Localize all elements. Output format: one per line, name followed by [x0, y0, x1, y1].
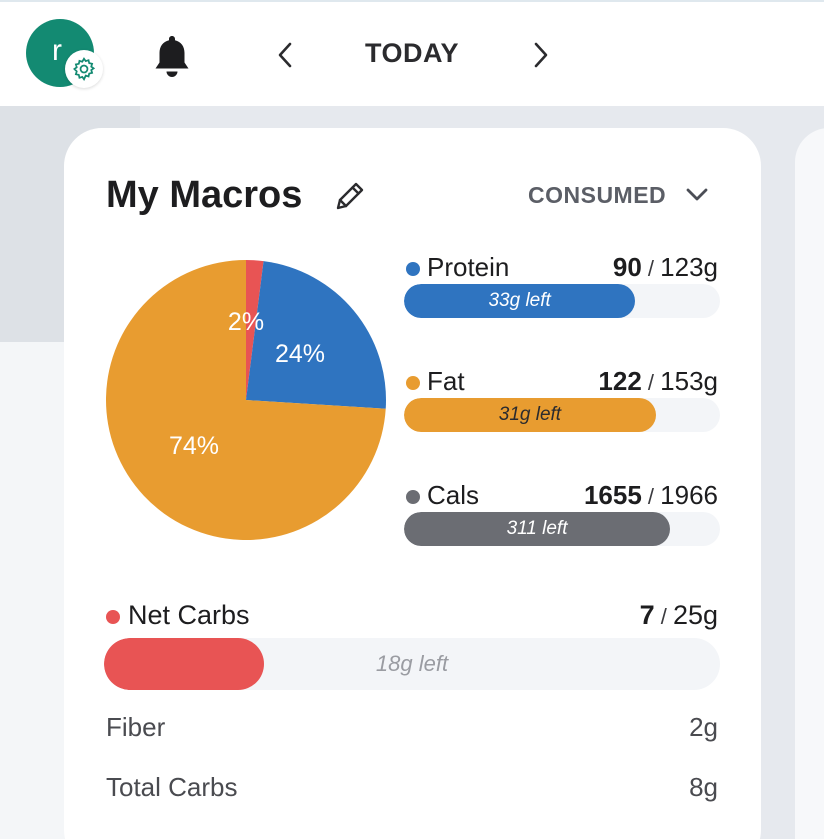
background-panel-lower — [0, 342, 70, 839]
net-carbs-progress-fill — [104, 638, 265, 690]
net-carbs-progress-bar: 18g left — [104, 638, 720, 690]
top-header: r TODAY — [0, 2, 824, 106]
fat-amount: 122 / 153g — [598, 366, 718, 396]
cals-consumed: 1655 — [583, 480, 642, 510]
chevron-right-icon[interactable] — [528, 38, 554, 72]
macros-pie-chart: 2% 24% 74% — [106, 260, 386, 540]
net-carbs-goal: 25g — [672, 600, 718, 630]
next-card-edge[interactable] — [795, 128, 824, 839]
pie-label-net-carbs: 2% — [228, 308, 264, 336]
detail-row-fiber: Fiber 2g — [104, 712, 720, 746]
fat-progress-fill — [404, 398, 656, 432]
protein-consumed: 90 — [612, 252, 642, 282]
protein-progress-bar: 33g left — [404, 284, 720, 318]
macro-row-fat: Fat 122 / 153g 31g left — [404, 366, 720, 456]
fat-progress-bar: 31g left — [404, 398, 720, 432]
fiber-label: Fiber — [106, 712, 166, 742]
total-carbs-value: 8g — [689, 772, 718, 802]
net-carbs-row: Net Carbs 7 / 25g 18g left — [104, 600, 720, 700]
pencil-edit-icon[interactable] — [330, 178, 368, 216]
chevron-left-icon[interactable] — [272, 38, 298, 72]
detail-row-total-carbs: Total Carbs 8g — [104, 772, 720, 806]
cals-amount: 1655 / 1966 — [583, 480, 718, 510]
fiber-value: 2g — [689, 712, 718, 742]
net-carbs-consumed: 7 — [639, 600, 655, 630]
chevron-down-icon[interactable] — [684, 184, 710, 206]
pie-slice-protein — [246, 261, 386, 409]
bell-icon[interactable] — [150, 32, 194, 80]
top-divider — [0, 0, 824, 2]
protein-goal: 123g — [660, 252, 718, 282]
fat-consumed: 122 — [598, 366, 642, 396]
net-carbs-dot — [106, 610, 120, 624]
cals-dot — [406, 490, 420, 504]
protein-left: 33g left — [488, 290, 551, 311]
gear-icon — [73, 57, 96, 81]
protein-progress-fill — [404, 284, 636, 318]
fat-label: Fat — [427, 366, 465, 396]
avatar-initial: r — [52, 34, 62, 67]
fat-dot — [406, 376, 420, 390]
net-carbs-amount: 7 / 25g — [639, 600, 718, 630]
view-selector[interactable]: CONSUMED — [528, 182, 667, 208]
cals-progress-bar: 311 left — [404, 512, 720, 546]
cals-label: Cals — [427, 480, 480, 510]
net-carbs-label: Net Carbs — [128, 600, 250, 630]
macro-row-cals: Cals 1655 / 1966 311 left — [404, 480, 720, 570]
cals-left: 311 left — [506, 518, 568, 539]
fat-left: 31g left — [498, 404, 562, 425]
card-title: My Macros — [106, 174, 303, 216]
pie-slice-net-carbs — [246, 260, 264, 400]
cals-progress-fill — [404, 512, 671, 546]
pie-label-protein: 24% — [275, 340, 325, 368]
protein-amount: 90 / 123g — [612, 252, 718, 282]
protein-label: Protein — [427, 252, 510, 282]
pie-slice-fat — [106, 260, 386, 540]
cals-goal: 1966 — [660, 480, 718, 510]
macro-row-protein: Protein 90 / 123g 33g left — [404, 252, 720, 342]
pie-label-fat: 74% — [169, 432, 219, 460]
total-carbs-label: Total Carbs — [106, 772, 238, 802]
date-label[interactable]: TODAY — [364, 38, 460, 68]
settings-gear-icon[interactable] — [65, 50, 103, 88]
net-carbs-left: 18g left — [375, 651, 449, 676]
protein-dot — [406, 262, 420, 276]
fat-goal: 153g — [660, 366, 718, 396]
